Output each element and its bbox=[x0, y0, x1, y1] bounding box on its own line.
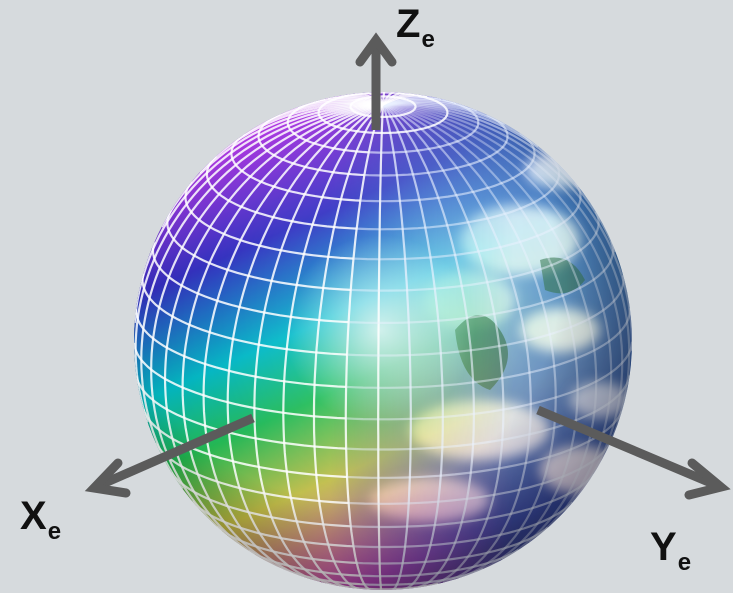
z-axis-letter: Z bbox=[396, 2, 420, 46]
y-axis-subscript: e bbox=[678, 549, 691, 576]
x-axis-letter: X bbox=[20, 494, 47, 538]
x-axis-subscript: e bbox=[48, 518, 61, 545]
y-axis-letter: Y bbox=[650, 525, 677, 569]
earth-globe bbox=[130, 90, 632, 590]
y-axis-label: Ye bbox=[650, 527, 691, 567]
x-axis-label: Xe bbox=[20, 496, 61, 536]
z-axis-subscript: e bbox=[421, 26, 434, 53]
z-axis-label: Ze bbox=[396, 4, 435, 44]
